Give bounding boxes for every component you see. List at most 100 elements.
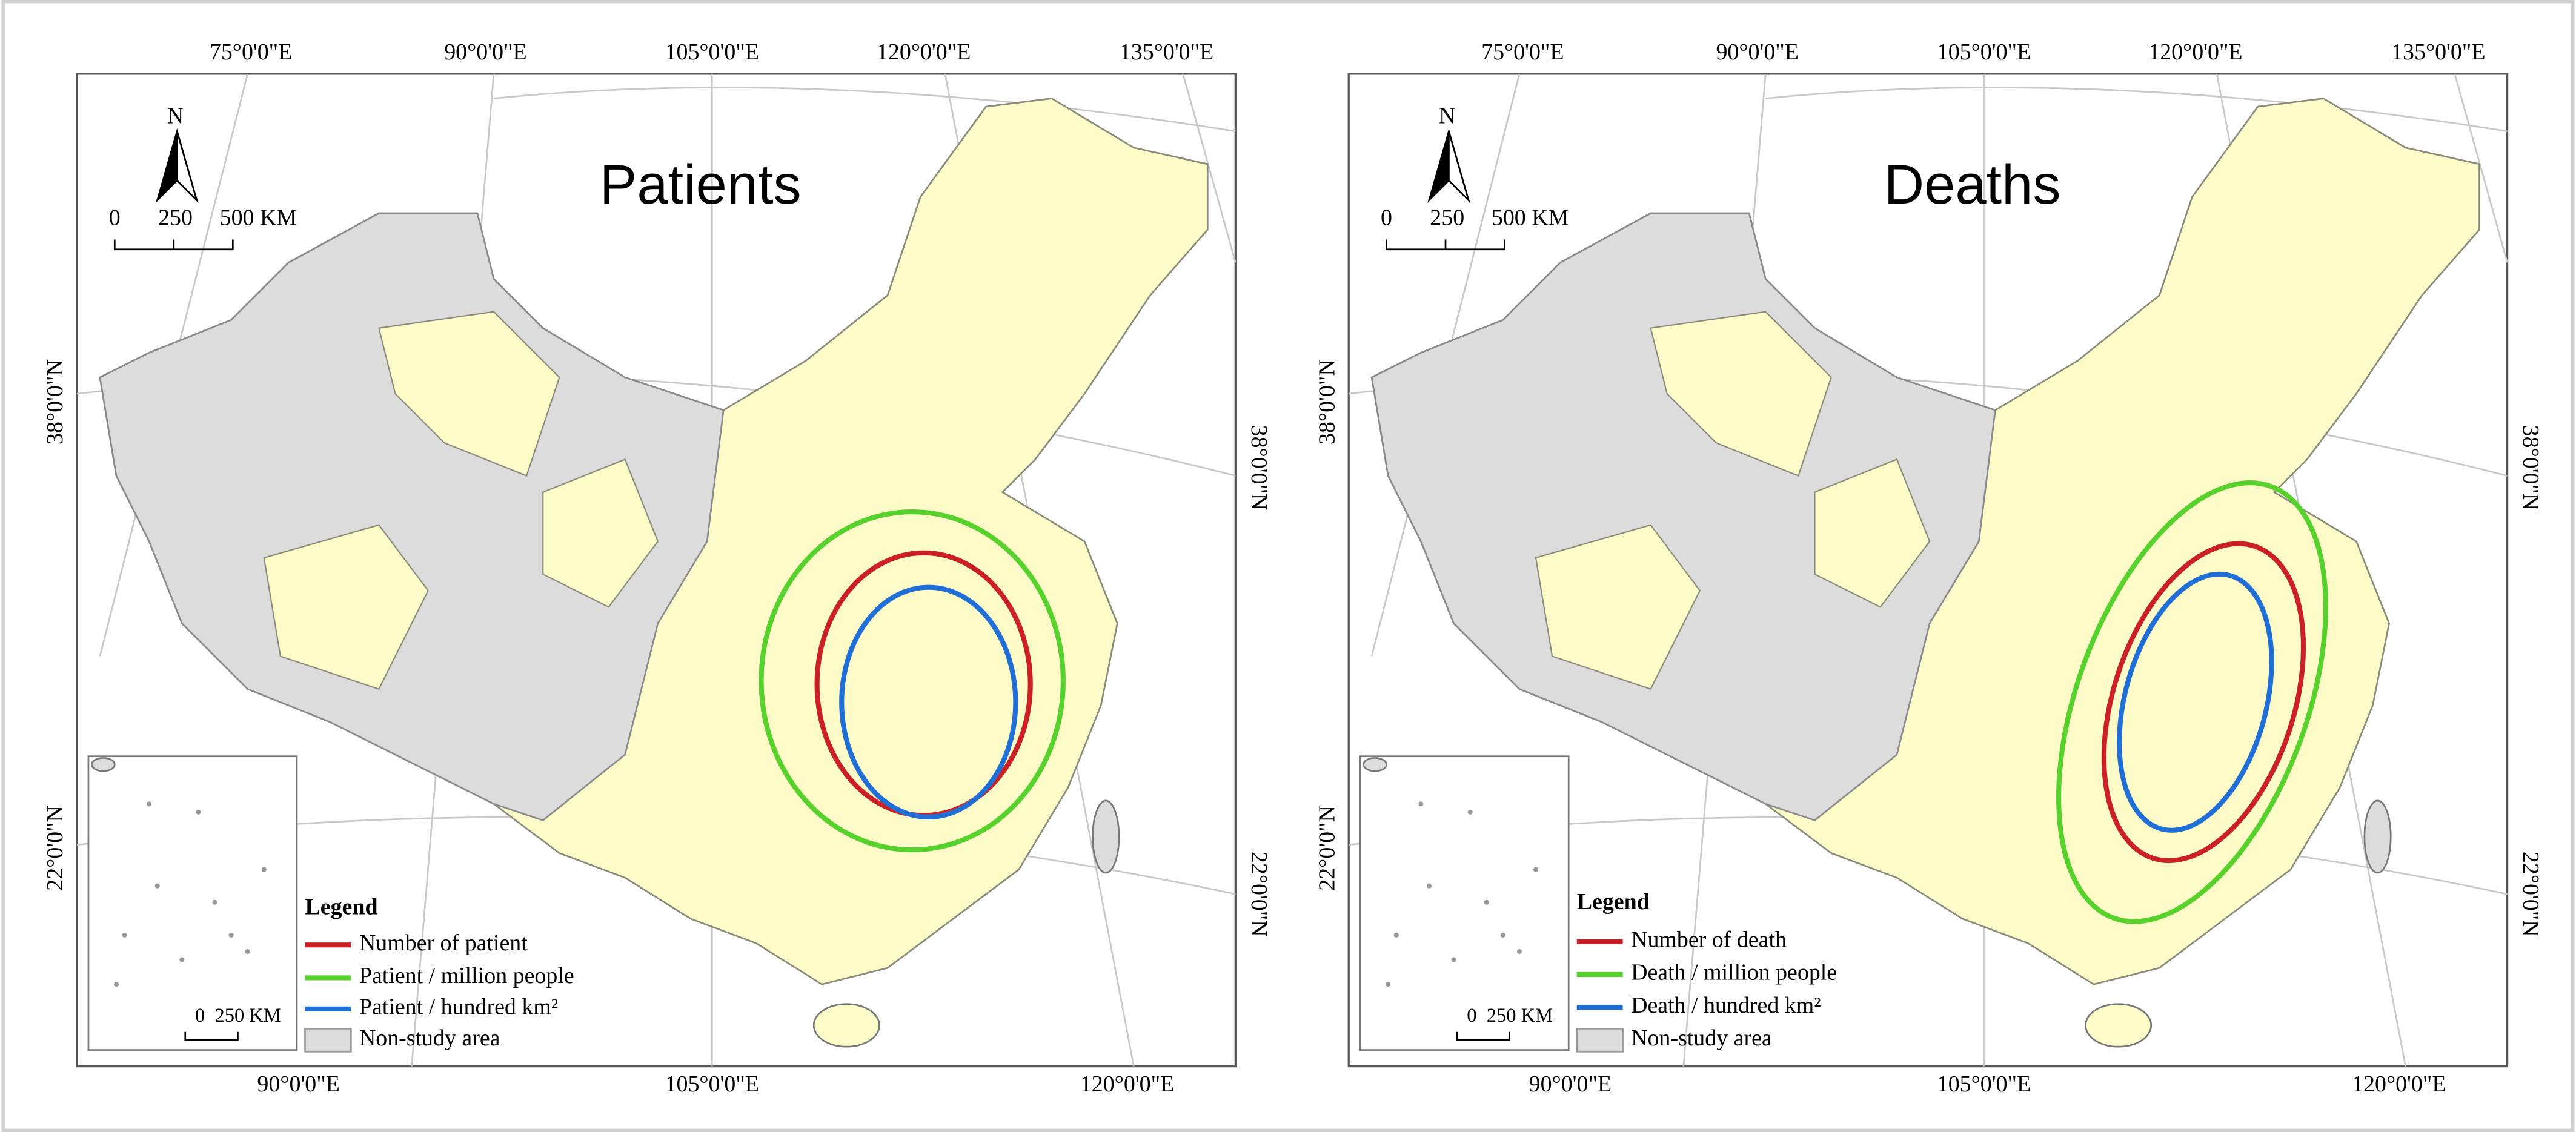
latitude-label: 22°0'0"N — [2518, 852, 2543, 937]
longitude-label: 90°0'0"E — [444, 39, 526, 65]
hainan — [2085, 1003, 2153, 1048]
inset-island — [196, 809, 201, 815]
map-panel: Patients 75°0'0"E 90°0'0"E 105°0'0"E 120°0'0… — [42, 39, 1272, 1097]
graticule-line — [2454, 73, 2508, 263]
inset-scale-label: 0 — [1467, 1005, 1476, 1027]
inset-island — [261, 867, 267, 872]
scale-label: 0 — [1381, 205, 1392, 231]
taiwan — [1092, 799, 1120, 874]
inset-island — [245, 948, 250, 955]
taiwan — [2363, 799, 2392, 874]
longitude-label: 120°0'0"E — [877, 39, 971, 65]
inset-island — [1418, 801, 1424, 807]
north-arrow-half — [1448, 131, 1470, 204]
longitude-label: 135°0'0"E — [1120, 39, 1213, 65]
inset-scale-label: 250 KM — [215, 1005, 281, 1027]
study-area — [1814, 458, 1931, 608]
inset-island — [122, 932, 127, 938]
longitude-label: 105°0'0"E — [1937, 1071, 2031, 1097]
study-area — [1650, 311, 1832, 477]
inset-island — [1516, 948, 1522, 955]
latitude-label: 22°0'0"N — [1314, 806, 1339, 891]
north-arrow-half — [176, 131, 199, 204]
deviational-ellipse — [2117, 571, 2274, 833]
inset-scale-label: 250 KM — [1487, 1005, 1553, 1027]
study-area — [263, 524, 429, 690]
scale-bar — [113, 239, 234, 251]
inset-scale-bar — [1456, 1031, 1511, 1041]
map-title: Patients — [600, 153, 802, 216]
longitude-label: 120°0'0"E — [1080, 1071, 1174, 1097]
longitude-label: 75°0'0"E — [210, 39, 292, 65]
longitude-label: 90°0'0"E — [1716, 39, 1798, 65]
longitude-label: 75°0'0"E — [1481, 39, 1564, 65]
map-title: Deaths — [1884, 153, 2061, 216]
study-area — [542, 458, 659, 608]
non-study-area — [1370, 212, 1996, 821]
legend-title: Legend — [305, 894, 377, 919]
graticule-line — [1765, 87, 2508, 133]
scale-label: 250 — [1430, 205, 1464, 231]
inset-island — [1426, 883, 1432, 889]
deviational-ellipse — [839, 584, 1018, 819]
scale-label: 500 KM — [1492, 205, 1569, 231]
longitude-label: 105°0'0"E — [1937, 39, 2031, 65]
scale-bar — [1386, 239, 1505, 251]
inset-island — [1500, 932, 1505, 938]
legend-item: Number of patient — [359, 930, 528, 956]
longitude-label: 90°0'0"E — [1529, 1071, 1612, 1097]
longitude-label: 120°0'0"E — [2148, 39, 2242, 65]
inset-scale-label: 0 — [195, 1005, 205, 1027]
inset-island — [228, 932, 234, 938]
legend-title: Legend — [1577, 889, 1650, 915]
inset-island — [147, 801, 152, 807]
inset-island — [91, 757, 116, 772]
longitude-label: 90°0'0"E — [257, 1071, 339, 1097]
legend-item: Non-study area — [359, 1025, 500, 1051]
graticule-line — [493, 87, 1236, 133]
scale-label: 0 — [109, 205, 121, 231]
inset-scale-bar — [184, 1031, 239, 1041]
map-panel: Deaths 75°0'0"E 90°0'0"E 105°0'0"E 120°0'0"E… — [1314, 39, 2543, 1097]
north-label: N — [1439, 104, 1455, 129]
legend-item: Death / million people — [1631, 960, 1837, 985]
deviational-ellipse — [759, 509, 1066, 853]
non-study-area — [99, 212, 725, 821]
legend-swatch — [1576, 1027, 1624, 1053]
latitude-label: 22°0'0"N — [42, 806, 68, 891]
legend-item: Patient / hundred km² — [359, 995, 558, 1020]
legend-item: Patient / million people — [359, 963, 574, 988]
longitude-label: 120°0'0"E — [2352, 1071, 2446, 1097]
latitude-label: 38°0'0"N — [1246, 425, 1272, 511]
inset-island — [1386, 982, 1391, 987]
study-area — [378, 311, 560, 477]
longitude-label: 135°0'0"E — [2391, 39, 2485, 65]
scale-label: 500 KM — [220, 205, 297, 231]
longitude-label: 105°0'0"E — [665, 1071, 759, 1097]
scale-label: 250 — [158, 205, 193, 231]
graticule-line — [1182, 73, 1237, 263]
inset-island — [1467, 809, 1473, 815]
inset-frame — [1359, 755, 1570, 1051]
inset-island — [1484, 899, 1489, 905]
inset-island — [1363, 757, 1387, 772]
inset-island — [1533, 867, 1539, 872]
inset-island — [113, 982, 119, 987]
latitude-label: 38°0'0"N — [42, 359, 68, 445]
inset-island — [212, 899, 217, 905]
latitude-label: 22°0'0"N — [1246, 852, 1272, 937]
latitude-label: 38°0'0"N — [1314, 359, 1339, 445]
legend-item: Number of death — [1631, 927, 1787, 952]
inset-island — [1451, 957, 1456, 962]
legend-swatch — [304, 1027, 352, 1053]
inset-island — [179, 957, 185, 962]
deviational-ellipse — [2101, 541, 2306, 864]
legend-item: Non-study area — [1631, 1025, 1772, 1051]
latitude-label: 38°0'0"N — [2518, 425, 2543, 511]
north-label: N — [167, 104, 184, 129]
inset-island — [154, 883, 160, 889]
legend-item: Death / hundred km² — [1631, 993, 1821, 1018]
inset-frame — [87, 755, 298, 1051]
